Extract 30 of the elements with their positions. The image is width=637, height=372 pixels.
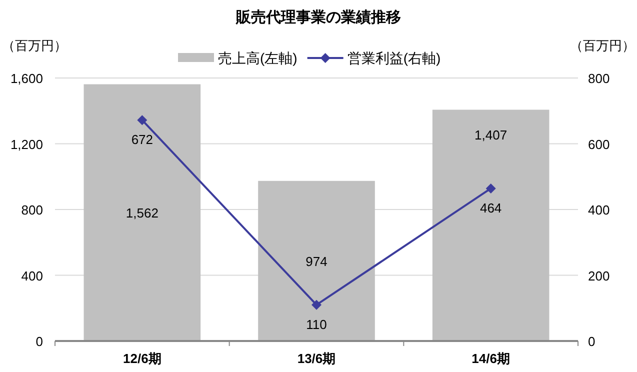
- point: [312, 300, 322, 310]
- y2-tick-label: 0: [588, 334, 596, 349]
- legend-label: 売上高(左軸): [218, 50, 298, 66]
- x-tick-label: 14/6期: [472, 351, 510, 366]
- bar: [432, 110, 550, 341]
- data-label: 974: [306, 254, 328, 269]
- bar: [84, 84, 201, 341]
- data-label: 672: [131, 132, 154, 148]
- x-tick-label: 13/6期: [297, 351, 336, 366]
- chart-title: 販売代理事業の業績推移: [235, 9, 401, 26]
- y2-tick-label: 800: [588, 71, 610, 86]
- y2-tick-label: 200: [588, 268, 610, 284]
- bar: [258, 180, 375, 341]
- y-tick-label: 800: [21, 202, 43, 218]
- y2-tick-label: 400: [588, 202, 610, 218]
- data-label: 110: [306, 316, 327, 332]
- y-tick-label: 1,600: [10, 71, 43, 86]
- y2-axis-title: （百万円）: [570, 38, 635, 53]
- y-axis-title: （百万円）: [2, 38, 67, 53]
- point: [486, 183, 496, 194]
- y-tick-label: 0: [36, 334, 43, 349]
- x-tick-label: 12/6期: [123, 351, 162, 366]
- y-tick-label: 1,200: [10, 136, 43, 152]
- point: [137, 115, 148, 126]
- y-tick-label: 400: [21, 268, 43, 284]
- legend-label: 営業利益(右軸): [347, 50, 441, 66]
- data-label: 1,562: [126, 206, 158, 221]
- data-label: 1,407: [474, 128, 508, 143]
- y2-tick-label: 600: [588, 136, 610, 152]
- data-label: 464: [480, 200, 502, 216]
